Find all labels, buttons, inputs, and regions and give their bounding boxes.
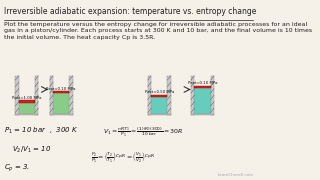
Bar [19,103,35,114]
Text: $C_p$ = 3.: $C_p$ = 3. [4,163,30,174]
Bar [211,76,214,115]
Bar [50,76,53,115]
Text: Pext=0.50 MPa: Pext=0.50 MPa [145,90,174,94]
Text: Pext=0.10 MPa: Pext=0.10 MPa [46,87,76,91]
Bar [191,114,214,115]
Bar [15,114,38,115]
Bar [151,97,167,114]
Text: $P_1$ = 10 bar  ,  300 K: $P_1$ = 10 bar , 300 K [4,125,78,136]
Bar [15,76,19,115]
Bar [194,88,211,114]
Bar [194,86,211,88]
Text: $V_2/V_1$ = 10: $V_2/V_1$ = 10 [12,145,51,155]
Text: LearnChemE.com: LearnChemE.com [217,173,253,177]
Bar [151,95,167,97]
Bar [53,91,69,93]
Bar [148,76,151,115]
Bar [53,93,69,114]
Text: Pext=1.00 MPa: Pext=1.00 MPa [12,96,42,100]
Bar [148,114,171,115]
Bar [191,76,194,115]
Bar [167,76,171,115]
Text: $\frac{P_2}{P_1} = \left(\frac{T_2}{T_1}\right)^{C_p/R} = \left(\frac{V_1}{V_2}\: $\frac{P_2}{P_1} = \left(\frac{T_2}{T_1}… [91,150,155,164]
Text: Irreversible adiabatic expansion: temperature vs. entropy change: Irreversible adiabatic expansion: temper… [4,7,256,16]
Bar [69,76,73,115]
Bar [35,76,38,115]
Text: Pext=0.10 MPa: Pext=0.10 MPa [188,82,217,86]
Text: Plot the temperature versus the entropy change for irreversible adiabatic proces: Plot the temperature versus the entropy … [4,22,312,40]
Bar [50,114,73,115]
Bar [19,100,35,103]
Text: $V_1 = \frac{nRT_1}{P_1} = \frac{(1)(R)(300)}{10\,bar} = 30R$: $V_1 = \frac{nRT_1}{P_1} = \frac{(1)(R)(… [103,125,184,139]
